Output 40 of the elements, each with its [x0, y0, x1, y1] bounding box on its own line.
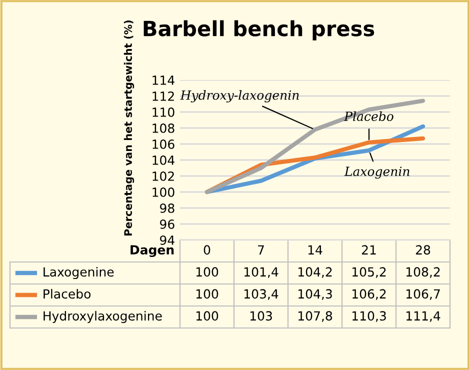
- y-tick-label: 114: [152, 76, 174, 85]
- annotation: Placebo: [344, 111, 394, 122]
- data-label: 100: [196, 289, 218, 299]
- data-label: 104,3: [298, 289, 332, 300]
- annotation: Laxogenin: [344, 166, 410, 179]
- y-tick-label: 98: [160, 203, 174, 213]
- data-label: 103: [250, 311, 272, 321]
- data-label: 108,2: [406, 267, 440, 278]
- y-tick-label: 108: [152, 123, 174, 133]
- y-tick-label: 100: [152, 187, 174, 197]
- data-label: 106,2: [352, 289, 386, 300]
- x-tick-label: 7: [258, 245, 264, 254]
- x-tick-label: 21: [362, 245, 376, 254]
- data-label: 100: [196, 267, 218, 277]
- y-axis-title: Percentage van het startgewicht (%): [124, 20, 134, 236]
- data-label: 107,8: [298, 311, 332, 322]
- data-label: 103,4: [244, 289, 278, 300]
- data-label: 101,4: [244, 267, 278, 278]
- x-tick-label: 28: [416, 245, 430, 255]
- y-tick-label: 106: [152, 139, 174, 149]
- chart-title: Barbell bench press: [144, 20, 374, 40]
- y-tick-label: 94: [160, 235, 174, 245]
- data-label: 105,2: [352, 267, 386, 278]
- y-tick-label: 112: [152, 91, 174, 101]
- y-tick-label: 110: [152, 107, 174, 117]
- x-tick-label: 14: [308, 245, 322, 254]
- legend-label: Hydroxylaxogenine: [44, 310, 162, 324]
- annotation: Hydroxy-laxogenin: [180, 90, 299, 102]
- y-tick-label: 104: [152, 155, 174, 165]
- data-label: 111,4: [406, 311, 440, 322]
- y-tick-label: 96: [160, 219, 174, 229]
- data-label: 110,3: [352, 311, 386, 322]
- y-tick-label: 102: [152, 171, 174, 181]
- x-axis-title: Dagen: [130, 245, 174, 258]
- data-label: 104,2: [298, 267, 332, 278]
- data-label: 100: [196, 311, 218, 321]
- legend-label: Placebo: [44, 288, 91, 299]
- data-label: 106,7: [406, 289, 440, 300]
- x-tick-label: 0: [204, 245, 210, 255]
- legend-label: Laxogenine: [44, 266, 114, 280]
